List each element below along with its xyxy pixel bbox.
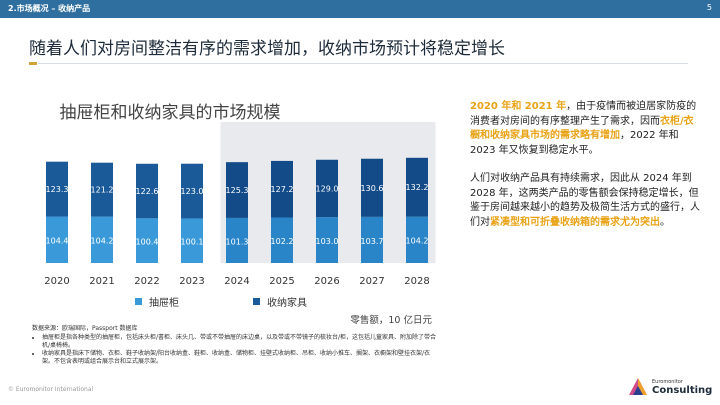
label-storage-2021: 121.2 xyxy=(91,186,114,195)
page-number: 5 xyxy=(706,3,712,12)
bar-drawers-2023 xyxy=(181,218,203,263)
legend-label-1: 抽屉柜 xyxy=(149,296,179,309)
company-logo: Euromonitor Consulting xyxy=(628,375,712,401)
bar-storage-2024 xyxy=(226,162,248,218)
x-tick-2024: 2024 xyxy=(224,276,249,287)
bar-storage-2022 xyxy=(136,163,158,219)
bar-drawers-2026 xyxy=(316,217,338,263)
unit-label: 零售额，10 亿日元 xyxy=(350,314,432,326)
chart-title: 抽屉柜和收纳家具的市场规模 xyxy=(60,103,281,123)
x-tick-2027: 2027 xyxy=(359,276,384,287)
label-storage-2020: 123.3 xyxy=(46,185,69,194)
legend-swatch-1 xyxy=(135,298,142,305)
bar-drawers-2022 xyxy=(136,218,158,263)
logo-triangle-icon xyxy=(629,378,647,395)
p1-text-b: ，2022 年和 2023 年又恢复到稳定水平。 xyxy=(470,130,679,156)
commentary-panel: 2020 年和 2021 年，由于疫情而被迫居家防疫的消费者对房间的有序整理产生… xyxy=(470,100,700,244)
bar-storage-2026 xyxy=(316,159,338,218)
bar-drawers-2025 xyxy=(271,217,293,263)
x-tick-2026: 2026 xyxy=(314,276,339,287)
x-tick-2021: 2021 xyxy=(89,276,114,287)
bar-storage-2020 xyxy=(46,161,68,217)
top-bar: 2.市场概况 – 收纳产品 5 xyxy=(0,0,720,18)
label-storage-2027: 130.6 xyxy=(361,184,384,193)
bar-storage-2028 xyxy=(406,157,428,217)
x-tick-2028: 2028 xyxy=(404,276,429,287)
title-accent-rule xyxy=(29,62,37,65)
p2-highlight: 紧凑型和可折叠收纳箱的需求尤为突出 xyxy=(490,216,660,228)
x-tick-2020: 2020 xyxy=(44,276,69,287)
bar-drawers-2027 xyxy=(361,216,383,263)
x-tick-2022: 2022 xyxy=(134,276,159,287)
p2-text-b: 。 xyxy=(660,216,670,228)
label-drawers-2023: 100.1 xyxy=(181,238,204,247)
breadcrumb: 2.市场概况 – 收纳产品 xyxy=(8,4,91,13)
label-drawers-2024: 101.3 xyxy=(226,237,249,246)
p2-text-a: 人们对收纳产品具有持续需求，因此从 2024 年到 2028 年，这两类产品的零… xyxy=(470,173,700,228)
market-size-chart: 抽屉柜和收纳家具的市场规模 104.4 123.3 2020 104.2 121.2 20… xyxy=(44,103,436,326)
label-storage-2024: 125.3 xyxy=(226,186,249,195)
year-lead: 2020 年和 2021 年 xyxy=(470,101,567,112)
label-drawers-2020: 104.4 xyxy=(46,237,69,246)
label-drawers-2027: 103.7 xyxy=(361,237,384,246)
label-drawers-2028: 104.2 xyxy=(406,237,429,246)
label-storage-2026: 129.0 xyxy=(316,184,339,193)
bar-storage-2027 xyxy=(361,158,383,217)
logo-line-2: Consulting xyxy=(652,385,713,396)
label-drawers-2021: 104.2 xyxy=(91,237,114,246)
bar-drawers-2020 xyxy=(46,216,68,263)
commentary-paragraph-1: 2020 年和 2021 年，由于疫情而被迫居家防疫的消费者对房间的有序整理产生… xyxy=(470,100,700,158)
label-storage-2022: 122.6 xyxy=(136,187,159,196)
label-drawers-2026: 103.0 xyxy=(316,237,339,246)
bar-drawers-2024 xyxy=(226,217,248,263)
bar-storage-2025 xyxy=(271,160,293,218)
p1-highlight: 衣柜/衣橱和收纳家具市场的需求略有增加 xyxy=(470,115,694,142)
x-tick-2023: 2023 xyxy=(179,276,204,287)
legend-label-2: 收纳家具 xyxy=(267,296,307,309)
p1-text-a: ，由于疫情而被迫居家防疫的消费者对房间的有序整理产生了需求，因而 xyxy=(470,101,697,127)
bar-storage-2021 xyxy=(91,162,113,217)
title-divider xyxy=(38,63,688,64)
label-drawers-2025: 102.2 xyxy=(271,237,294,246)
logo-line-1: Euromonitor xyxy=(652,379,683,385)
source-note: 抽屉柜是指各种类型的抽屉柜，包括床头柜/書柜、床头几、带或不带抽屉的床边桌，以及… xyxy=(42,334,442,350)
x-tick-2025: 2025 xyxy=(269,276,294,287)
source-note: 收纳家具是指床下储物、衣柜、鞋子收纳架/阳台收纳盒、鞋柜、收纳盒、储物柜、挂壁式… xyxy=(42,350,442,366)
legend-swatch-2 xyxy=(253,298,260,305)
bar-drawers-2028 xyxy=(406,216,428,263)
commentary-paragraph-2: 人们对收纳产品具有持续需求，因此从 2024 年到 2028 年，这两类产品的零… xyxy=(470,172,700,230)
bar-storage-2023 xyxy=(181,163,203,219)
source-title: 数据来源：欧瑞国际，Passport 数据库 xyxy=(32,325,138,332)
label-storage-2023: 123.0 xyxy=(181,187,204,196)
label-drawers-2022: 100.4 xyxy=(136,238,159,247)
label-storage-2025: 127.2 xyxy=(271,185,294,194)
copyright-footer: © Euromonitor International xyxy=(8,386,94,393)
label-storage-2028: 132.2 xyxy=(406,183,429,192)
bar-drawers-2021 xyxy=(91,216,113,263)
source-notes: 数据来源：欧瑞国际，Passport 数据库 抽屉柜是指各种类型的抽屉柜，包括床… xyxy=(32,325,442,366)
page-title: 随着人们对房间整洁有序的需求增加，收纳市场预计将稳定增长 xyxy=(29,39,505,59)
